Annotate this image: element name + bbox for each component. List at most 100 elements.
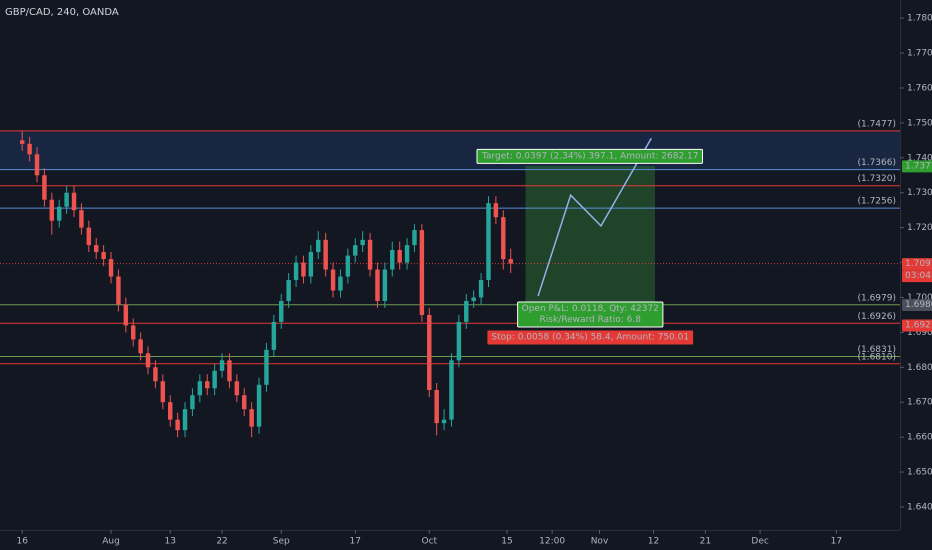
y-tick-label: 1.6900 <box>907 328 932 338</box>
price-badge <box>902 258 932 271</box>
candle-body <box>427 314 432 390</box>
x-tick-label: 12:00 <box>539 537 565 547</box>
candle-body <box>449 360 454 420</box>
price-badge <box>902 319 932 332</box>
candle-body <box>464 300 469 322</box>
x-tick-label: 21 <box>700 537 711 547</box>
candle-body <box>279 300 284 322</box>
candle-body <box>42 175 47 200</box>
x-tick-label: Dec <box>751 537 768 547</box>
price-badge-label: 1.7097 <box>905 259 932 269</box>
candle-body <box>375 269 380 301</box>
candle-body <box>249 409 254 427</box>
x-tick-label: 15 <box>501 537 512 547</box>
price-badge <box>902 160 932 173</box>
candle-body <box>219 360 225 371</box>
level-label: (1.7320) <box>857 174 896 184</box>
level-label: (1.6979) <box>857 293 896 303</box>
candle-body <box>205 381 210 389</box>
chart-title: GBP/CAD, 240, OANDA <box>5 7 119 18</box>
candle-body <box>293 262 299 281</box>
y-tick-label: 1.6500 <box>907 468 932 478</box>
x-tick-label: Sep <box>273 537 290 547</box>
candle-body <box>353 245 358 256</box>
candle-body <box>56 206 62 221</box>
candle-body <box>116 276 121 305</box>
candle-body <box>345 255 351 277</box>
candle-body <box>508 259 513 264</box>
y-tick-label: 1.6700 <box>907 398 932 408</box>
x-tick-label: 22 <box>216 537 227 547</box>
candle-body <box>397 249 402 263</box>
x-tick-label: 12 <box>648 537 659 547</box>
candle-body <box>434 389 439 424</box>
x-tick-label: Aug <box>102 537 120 547</box>
target-badge <box>476 148 704 164</box>
candle-body <box>182 409 188 431</box>
candle-body <box>367 239 373 270</box>
candle-body <box>256 384 262 427</box>
candle-body <box>301 262 306 277</box>
candle-body <box>308 252 314 277</box>
level-label: (1.7256) <box>857 197 896 207</box>
level-label: (1.6810) <box>857 352 896 362</box>
candle-body <box>93 245 99 253</box>
candle-body <box>86 227 92 246</box>
candle-body <box>360 239 365 246</box>
projection-line <box>537 137 652 297</box>
y-tick-label: 1.7300 <box>907 188 932 198</box>
x-tick-label: 17 <box>831 537 842 547</box>
pnl-badge <box>517 301 664 328</box>
candle-body <box>123 304 129 326</box>
target-label: Target: 0.0397 (2.34%) 397.1, Amount: 26… <box>481 151 699 161</box>
level-label: (1.7366) <box>857 158 896 168</box>
candle-body <box>79 210 84 228</box>
plot-area: (1.7477) (1.7366) (1.7320) (1.7256) (1.6979)… <box>0 119 900 438</box>
price-badge <box>902 298 932 311</box>
x-tick-label: 16 <box>16 537 28 547</box>
candle-body <box>131 325 136 340</box>
candle-body <box>501 217 506 260</box>
candle-body <box>271 321 277 350</box>
candle-body <box>486 203 491 281</box>
candle-body <box>404 245 410 263</box>
candle-body <box>471 297 476 301</box>
candle-body <box>212 370 217 389</box>
y-tick-label: 1.6600 <box>907 433 932 443</box>
candle-body <box>478 280 484 298</box>
candle-body <box>323 239 328 270</box>
candle-body <box>382 269 388 301</box>
y-tick-label: 1.7000 <box>907 293 932 303</box>
stop-label: Stop: 0.0058 (0.34%) 58.4, Amount: 750.0… <box>491 333 689 343</box>
candle-body <box>390 249 395 270</box>
candle-body <box>138 339 143 354</box>
x-tick-label: Nov <box>591 537 609 547</box>
candle-body <box>19 140 25 144</box>
y-tick-label: 1.7400 <box>907 153 932 163</box>
zone <box>0 130 900 170</box>
x-tick-label: 13 <box>165 537 176 547</box>
candle-body <box>145 353 151 368</box>
candle-body <box>338 276 343 291</box>
candle-body <box>64 192 69 207</box>
y-tick-label: 1.7800 <box>907 14 932 24</box>
candle-body <box>108 259 114 277</box>
candle-body <box>71 192 77 211</box>
y-tick-label: 1.7200 <box>907 223 932 233</box>
candle-body <box>316 239 321 253</box>
candle-body <box>493 203 499 218</box>
candle-body <box>286 280 291 301</box>
x-tick-label: Oct <box>421 537 437 547</box>
candle-body <box>441 419 447 424</box>
candle-body <box>456 321 462 361</box>
candle-body <box>34 154 40 176</box>
y-tick-label: 1.7600 <box>907 83 932 93</box>
candle-body <box>419 230 425 315</box>
x-tick-label: 17 <box>350 537 361 547</box>
candle-body <box>197 381 203 396</box>
candle-body <box>49 199 55 221</box>
candle-body <box>412 230 417 246</box>
